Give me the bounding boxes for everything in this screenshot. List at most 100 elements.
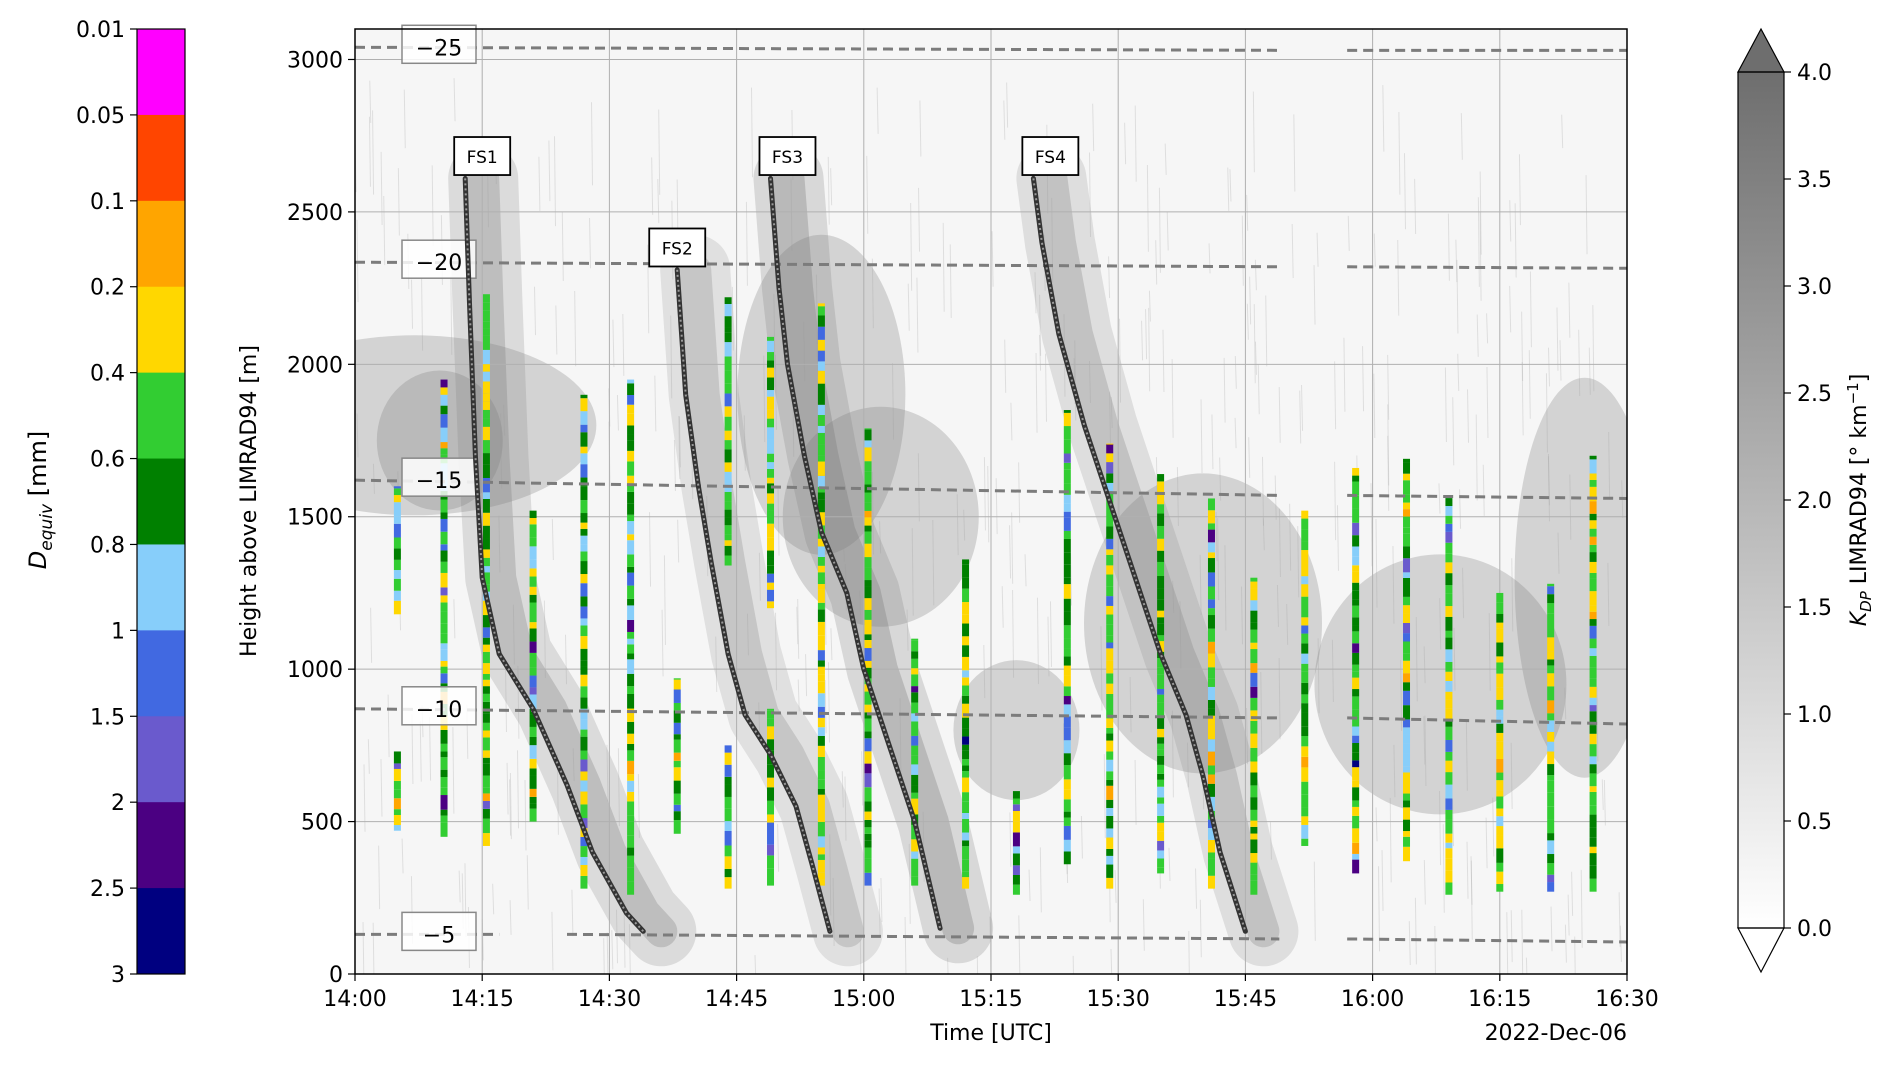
size-segment	[817, 821, 825, 837]
kdp-texture	[1278, 387, 1281, 443]
size-segment	[1589, 473, 1597, 480]
size-segment	[673, 767, 681, 781]
size-segment	[440, 602, 448, 612]
size-segment	[1106, 785, 1114, 800]
kdp-texture	[715, 636, 718, 693]
size-segment	[673, 780, 681, 794]
size-segment	[767, 834, 775, 845]
size-segment	[1547, 637, 1555, 652]
size-segment	[482, 418, 490, 427]
kdp-texture	[1451, 799, 1454, 847]
size-segment	[1157, 702, 1165, 717]
size-segment	[817, 779, 825, 789]
size-segment	[1352, 735, 1360, 744]
x-tick-label: 14:15	[450, 987, 513, 1012]
fallstreak-label: FS4	[1035, 148, 1066, 168]
size-segment	[1589, 791, 1597, 806]
size-segment	[1352, 671, 1360, 678]
size-tick-label: 0.2	[90, 276, 125, 301]
size-segment	[1157, 858, 1165, 868]
kdp-texture	[1110, 949, 1113, 974]
kdp-texture	[827, 156, 830, 225]
kdp-texture	[1168, 847, 1171, 882]
size-segment	[1352, 590, 1360, 600]
size-segment	[864, 517, 872, 526]
size-segment	[724, 534, 732, 541]
size-segment	[1301, 816, 1309, 825]
kdp-texture	[1608, 431, 1611, 500]
size-segment	[1589, 678, 1597, 687]
size-segment	[1063, 412, 1071, 427]
size-segment	[393, 590, 401, 601]
size-segment	[1063, 598, 1071, 612]
size-segment	[1403, 800, 1411, 808]
size-segment	[911, 702, 919, 714]
kdp-texture	[1145, 309, 1148, 360]
size-segment	[1106, 444, 1114, 454]
size-segment	[482, 679, 490, 687]
size-segment	[1589, 552, 1597, 562]
kdp-texture	[797, 679, 800, 712]
size-segment	[627, 855, 635, 868]
size-segment	[529, 736, 537, 746]
size-segment	[1250, 710, 1258, 721]
size-colorbar-segment	[137, 716, 185, 803]
size-segment	[767, 503, 775, 511]
kdp-texture	[1011, 512, 1014, 584]
size-segment	[1589, 486, 1597, 502]
size-segment	[767, 439, 775, 454]
size-segment	[1301, 617, 1309, 626]
size-segment	[864, 510, 872, 518]
size-segment	[482, 464, 490, 478]
kdp-texture	[907, 283, 910, 331]
size-profile	[393, 751, 401, 831]
size-segment	[580, 500, 588, 514]
kdp-texture	[1444, 367, 1447, 442]
size-segment	[440, 673, 448, 684]
size-segment	[580, 398, 588, 412]
size-segment	[673, 679, 681, 690]
kdp-texture	[1171, 710, 1174, 798]
x-tick-label: 16:15	[1468, 987, 1531, 1012]
kdp-texture	[1528, 350, 1531, 419]
size-segment	[864, 440, 872, 448]
size-segment	[817, 859, 825, 873]
size-segment	[529, 546, 537, 560]
size-segment	[1106, 751, 1114, 760]
fallstreak-label: FS1	[467, 148, 498, 168]
size-segment	[767, 710, 775, 719]
size-segment	[1496, 772, 1504, 781]
size-segment	[1157, 674, 1165, 689]
kdp-texture	[1045, 353, 1048, 422]
size-profile	[1250, 577, 1258, 895]
kdp-texture	[1249, 276, 1252, 325]
size-segment	[1445, 708, 1453, 719]
size-segment	[1012, 865, 1020, 875]
isotherm-label-box	[401, 24, 477, 65]
y-tick-label: 1500	[287, 506, 343, 531]
size-segment	[767, 396, 775, 410]
size-segment	[393, 751, 401, 764]
kdp-texture	[553, 136, 556, 227]
size-segment	[1207, 686, 1215, 700]
size-segment	[962, 623, 970, 637]
size-segment	[767, 477, 775, 484]
size-segment	[724, 856, 732, 869]
size-segment	[482, 730, 490, 738]
size-segment	[767, 367, 775, 378]
size-segment	[817, 727, 825, 736]
size-segment	[864, 634, 872, 640]
size-segment	[1403, 613, 1411, 624]
kdp-texture	[1378, 866, 1381, 952]
kdp-texture	[1521, 362, 1524, 436]
size-segment	[1589, 846, 1597, 854]
kdp-texture	[543, 600, 546, 678]
size-segment	[1352, 689, 1360, 697]
kdp-texture	[551, 911, 554, 971]
size-segment	[1301, 794, 1309, 808]
size-segment	[1547, 819, 1555, 834]
size-segment	[1301, 746, 1309, 757]
kdp-texture	[1241, 586, 1244, 645]
size-colorbar-segment	[137, 888, 185, 975]
size-segment	[817, 660, 825, 667]
